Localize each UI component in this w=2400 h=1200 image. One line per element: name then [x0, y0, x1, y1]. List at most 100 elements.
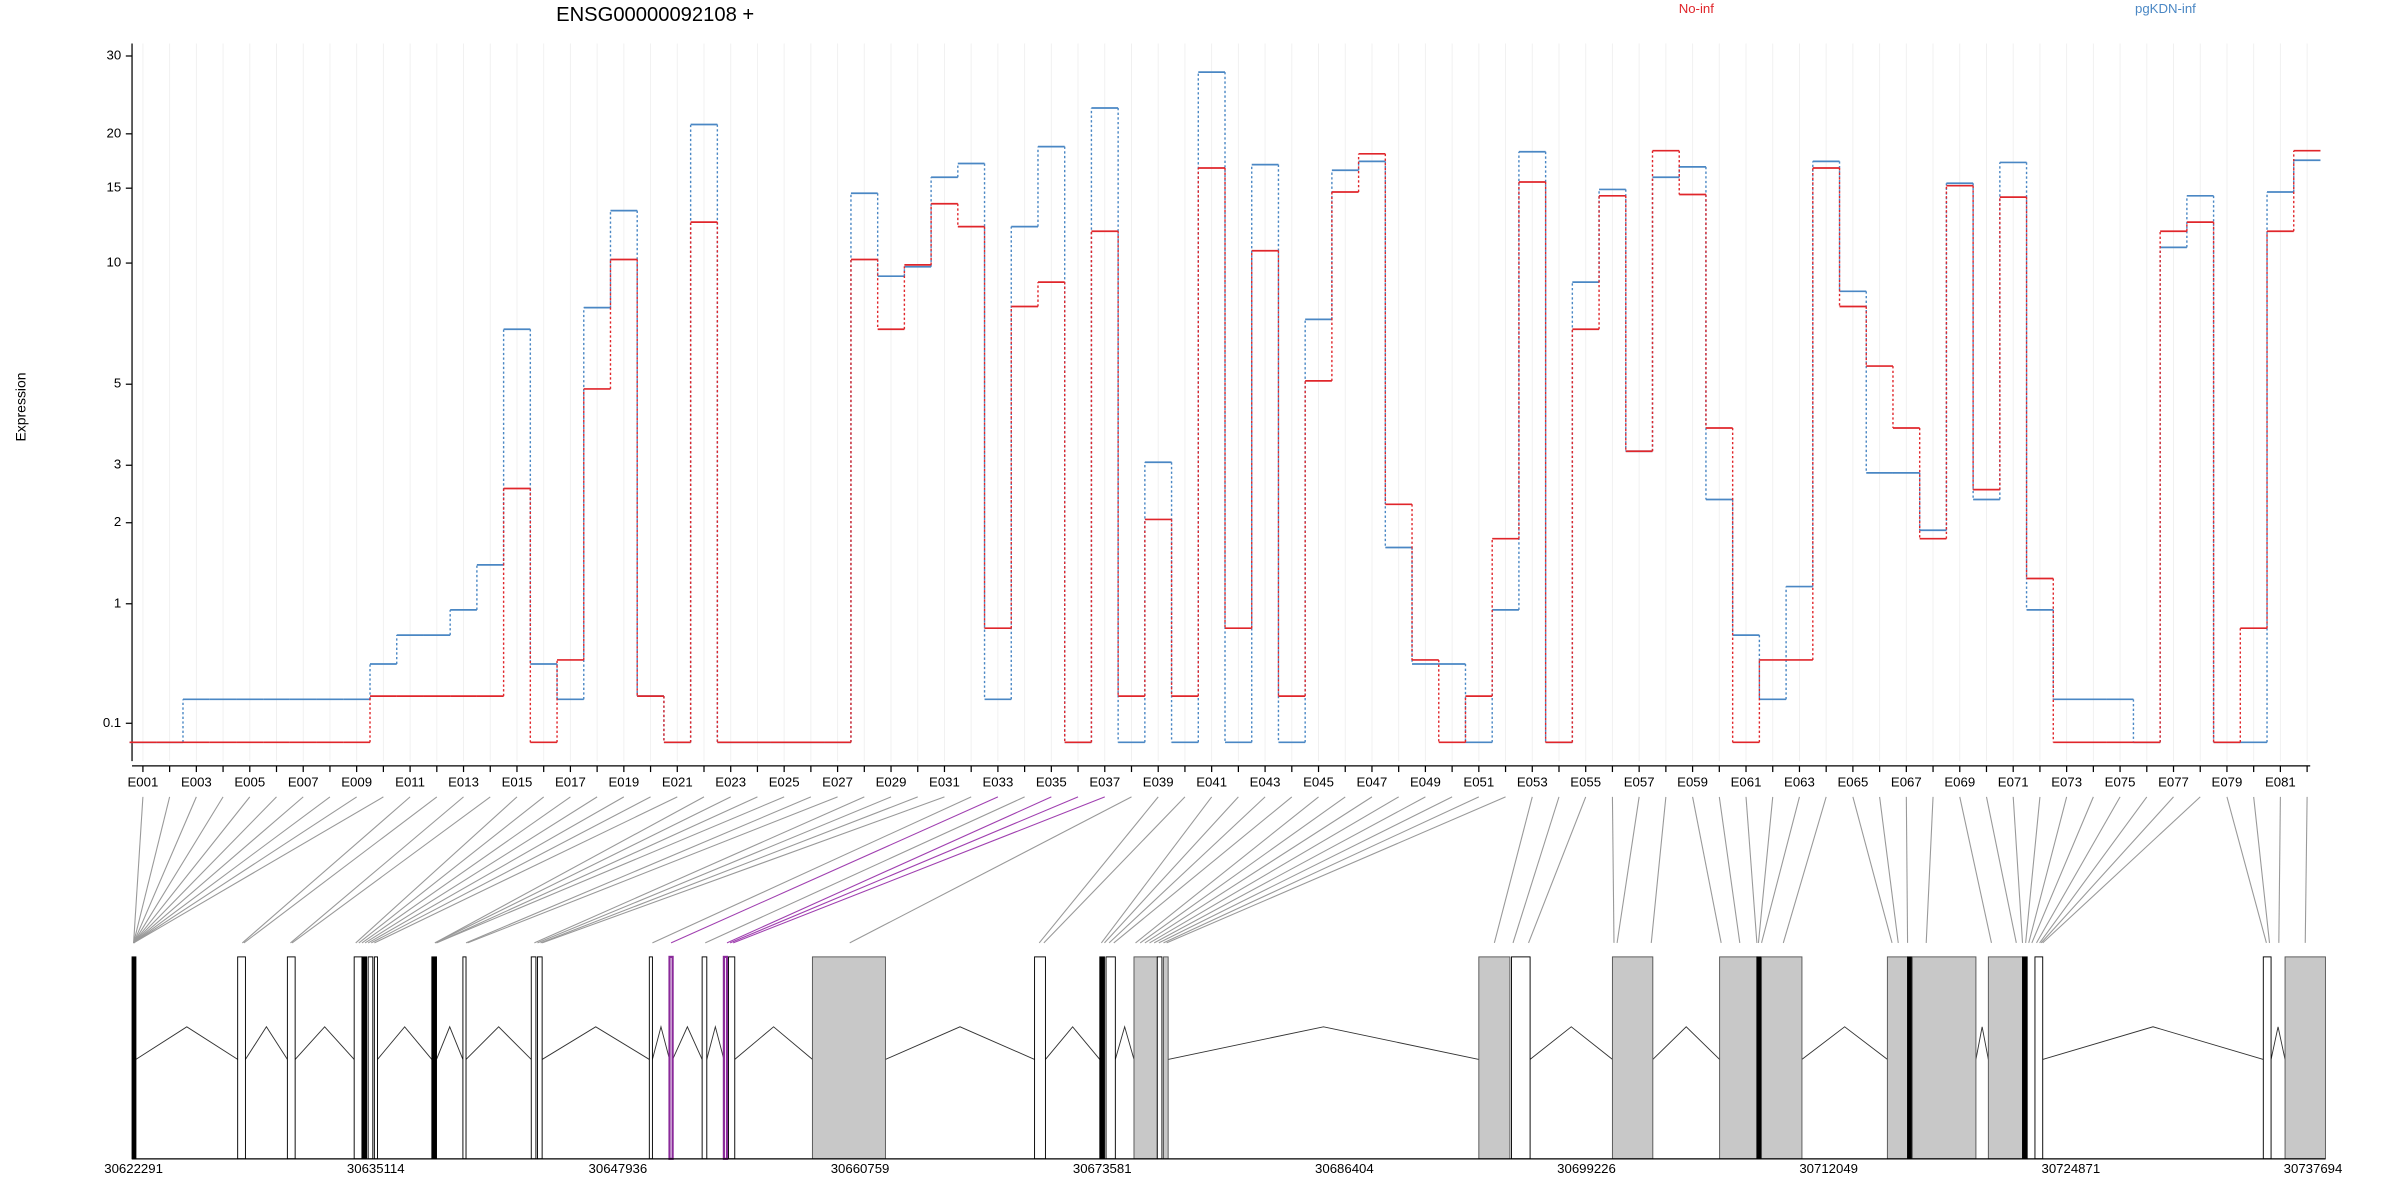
- x-tick-label: E081: [2265, 774, 2296, 789]
- exon-connector: [367, 796, 625, 944]
- genome-tick-label: 30737694: [2284, 1161, 2343, 1176]
- genome-tick-label: 30699226: [1557, 1161, 1616, 1176]
- exon-box: [2284, 956, 2326, 1160]
- exon-connector: [2025, 796, 2041, 943]
- genome-tick-label: 30660759: [831, 1161, 890, 1176]
- x-tick-label: E017: [555, 774, 586, 789]
- exon-connector: [1616, 796, 1640, 943]
- exon-connector: [2036, 796, 2121, 944]
- exon-connector: [2278, 796, 2281, 943]
- exon-connector: [540, 796, 918, 944]
- exon-connector: [1528, 796, 1587, 944]
- x-tick-label: E007: [288, 774, 319, 789]
- genome-tick-label: 30635114: [347, 1161, 405, 1176]
- y-tick-label: 2: [114, 514, 121, 529]
- x-tick-label: E059: [1677, 774, 1708, 789]
- y-axis-label: Expression: [12, 372, 28, 441]
- exon-connector: [2253, 796, 2271, 943]
- x-tick-label: E073: [2051, 774, 2082, 789]
- intron: [135, 1026, 238, 1060]
- x-tick-label: E043: [1250, 774, 1281, 789]
- x-tick-label: E075: [2105, 774, 2136, 789]
- exon-connector: [1043, 796, 1186, 944]
- exon-box: [1911, 956, 1977, 1160]
- exon-box: [2262, 956, 2272, 1160]
- exon-box: [1719, 956, 1758, 1160]
- x-tick-label: E045: [1303, 774, 1334, 789]
- exon-connector: [1104, 796, 1239, 944]
- exon-box: [1611, 956, 1654, 1160]
- intron: [651, 1024, 670, 1060]
- y-tick-label: 10: [106, 255, 121, 270]
- exon-connector: [133, 796, 277, 944]
- genome-tick-label: 30622291: [104, 1161, 163, 1176]
- exon-connector: [1985, 796, 2017, 944]
- y-tick-label: 5: [114, 376, 121, 391]
- intron: [885, 1026, 1035, 1060]
- exon-connector: [1718, 796, 1741, 943]
- exon-connector: [374, 796, 678, 944]
- x-tick-label: E031: [929, 774, 960, 789]
- exon-connector: [1757, 796, 1774, 943]
- exon-box: [1478, 956, 1511, 1160]
- exon-connector: [355, 796, 518, 944]
- exon-connector: [2031, 796, 2094, 944]
- exon-box: [1105, 956, 1116, 1160]
- x-tick-label: E053: [1517, 774, 1548, 789]
- exon-connector: [133, 796, 144, 943]
- y-tick-label: 3: [114, 457, 121, 472]
- x-tick-label: E039: [1143, 774, 1174, 789]
- exon-connector: [1038, 796, 1159, 944]
- exon-connector: [733, 796, 1105, 944]
- genome-tick-label: 30712049: [1799, 1161, 1858, 1176]
- exon-connector: [541, 796, 945, 944]
- exon-connector: [133, 796, 171, 944]
- exon-connector: [1158, 796, 1453, 944]
- x-tick-label: E065: [1837, 774, 1868, 789]
- intron: [672, 1025, 703, 1060]
- intron: [706, 1024, 725, 1060]
- exon-connector: [1761, 796, 1800, 944]
- x-tick-label: E063: [1784, 774, 1815, 789]
- y-tick-label: 1: [114, 595, 121, 610]
- exon-connector: [849, 796, 1132, 944]
- exon-connector: [290, 796, 464, 944]
- exon-box: [1163, 956, 1169, 1160]
- x-tick-label: E003: [181, 774, 212, 789]
- intron: [377, 1026, 433, 1060]
- exon-connector: [1782, 796, 1827, 944]
- exon-connector: [133, 796, 331, 944]
- exon-connector: [670, 796, 999, 944]
- exon-box: [1761, 956, 1803, 1160]
- exon-connector: [1512, 796, 1560, 944]
- exon-connector: [243, 796, 438, 944]
- exon-connector: [1905, 796, 1909, 943]
- exon-connector: [133, 796, 304, 944]
- exon-connector: [133, 796, 357, 944]
- intron: [1652, 1026, 1720, 1060]
- x-tick-label: E009: [341, 774, 372, 789]
- exon-box: [1886, 956, 1909, 1160]
- intron: [436, 1025, 464, 1060]
- intron: [1529, 1026, 1613, 1060]
- x-tick-label: E005: [234, 774, 265, 789]
- exon-connector: [133, 796, 197, 944]
- exon-connector: [358, 796, 545, 944]
- exon-connector: [436, 796, 785, 944]
- exon-connector: [1745, 796, 1758, 943]
- intron: [734, 1026, 813, 1060]
- exon-box: [373, 956, 378, 1160]
- exon-connector: [1879, 796, 1899, 943]
- exon-connector: [133, 796, 384, 944]
- legend-entry: pgKDN-inf: [2135, 1, 2196, 16]
- exon-connector: [361, 796, 571, 944]
- exon-box: [811, 956, 886, 1160]
- exon-connector: [241, 796, 411, 944]
- genome-tick-label: 30686404: [1315, 1161, 1374, 1176]
- x-tick-label: E025: [769, 774, 800, 789]
- x-tick-label: E055: [1570, 774, 1601, 789]
- exon-box: [1987, 956, 2023, 1160]
- exon-connector: [2226, 796, 2267, 944]
- intron: [2270, 1026, 2286, 1060]
